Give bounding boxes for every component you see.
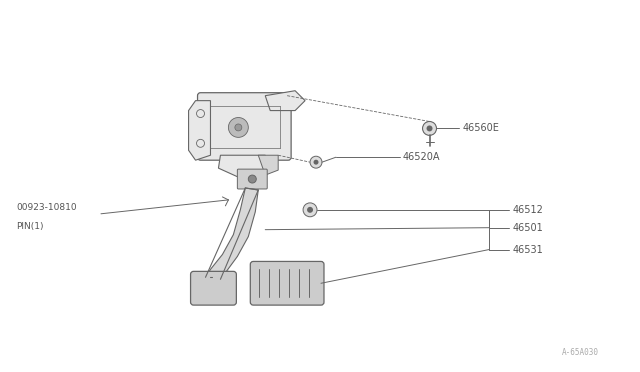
FancyBboxPatch shape [237, 169, 268, 189]
Text: 46520A: 46520A [403, 152, 440, 162]
Circle shape [310, 156, 322, 168]
Circle shape [228, 118, 248, 137]
Circle shape [422, 122, 436, 135]
Circle shape [314, 160, 319, 165]
Text: 46531: 46531 [512, 244, 543, 254]
Text: 46512: 46512 [512, 205, 543, 215]
Text: PIN(1): PIN(1) [17, 222, 44, 231]
Circle shape [426, 125, 433, 131]
Text: 00923-10810: 00923-10810 [17, 203, 77, 212]
Text: 46560E: 46560E [462, 124, 499, 134]
Text: 46501: 46501 [512, 223, 543, 233]
Ellipse shape [235, 124, 242, 131]
Text: A-65A030: A-65A030 [562, 348, 599, 357]
Polygon shape [259, 155, 278, 175]
Polygon shape [205, 188, 259, 279]
Polygon shape [218, 155, 268, 178]
Polygon shape [265, 91, 305, 110]
FancyBboxPatch shape [198, 93, 291, 160]
FancyBboxPatch shape [250, 262, 324, 305]
Circle shape [303, 203, 317, 217]
Polygon shape [193, 271, 236, 303]
Polygon shape [189, 101, 211, 160]
Circle shape [307, 207, 313, 213]
FancyBboxPatch shape [191, 271, 236, 305]
Circle shape [248, 175, 256, 183]
